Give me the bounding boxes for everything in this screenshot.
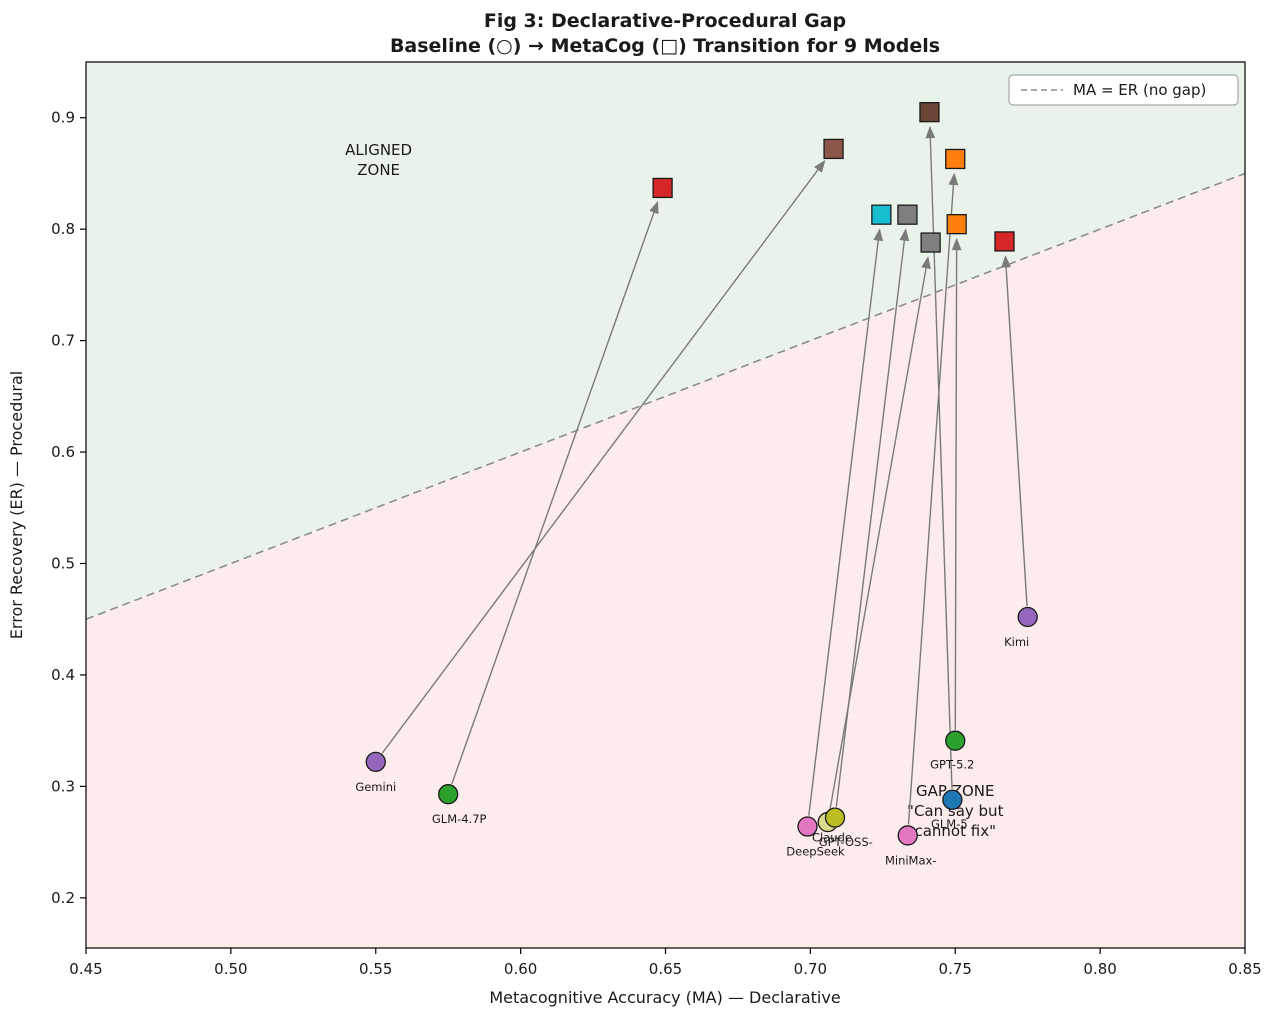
model-label-glm-5: GLM-5	[931, 817, 968, 831]
baseline-marker-gemini	[365, 751, 386, 773]
x-tick-label: 0.60	[504, 960, 537, 978]
y-tick-label: 0.5	[51, 555, 75, 573]
model-label-minimax: MiniMax-	[885, 853, 937, 867]
baseline-marker-claude	[824, 807, 846, 828]
axes-layer: 0.45 0.50 0.55 0.60 0.65 0.70 0.75 0.80 0.85 0.2 0…	[51, 61, 1262, 978]
metacog-marker-gpt-5-2	[946, 214, 967, 235]
y-tick-label: 0.3	[51, 777, 75, 795]
aligned-zone	[86, 62, 1245, 620]
gap-zone-label: cannot fix"	[914, 822, 996, 840]
transition-arrow-gpt-oss	[828, 256, 931, 812]
baseline-marker-kimi	[1017, 606, 1038, 628]
baseline-marker-glm-5	[942, 789, 963, 810]
model-label-gpt-5-2: GPT-5.2	[930, 758, 974, 772]
x-tick-label: 0.65	[649, 960, 682, 978]
x-tick-label: 0.70	[794, 960, 827, 978]
aligned-zone-label: ZONE	[357, 161, 400, 179]
chart-title-line2: Baseline (○) → MetaCog (□) Transition fo…	[390, 35, 940, 57]
baseline-marker-deepseek	[797, 816, 818, 837]
gap-zone-label: "Can say but	[907, 802, 1004, 820]
metacog-marker-glm-4-7p	[652, 177, 673, 199]
model-label-gpt-oss: GPT-OSS-	[819, 835, 873, 849]
model-label-glm-4-7p: GLM-4.7P	[432, 812, 487, 826]
model-label-deepseek: DeepSeek	[786, 845, 845, 859]
legend: MA = ER (no gap)	[1008, 74, 1239, 106]
transition-arrow-gemini	[381, 159, 826, 754]
baseline-marker-gpt-5-2	[945, 730, 966, 751]
x-tick-label: 0.75	[939, 960, 972, 978]
x-tick-label: 0.80	[1083, 960, 1116, 978]
metacog-marker-gpt-oss	[920, 232, 941, 253]
legend-box	[1008, 74, 1239, 106]
model-label-kimi: Kimi	[1004, 635, 1029, 649]
transition-arrow-glm-4-7p	[451, 200, 659, 785]
metacog-marker-kimi	[994, 231, 1015, 252]
x-tick-label: 0.85	[1228, 960, 1261, 978]
y-tick-label: 0.4	[51, 666, 75, 684]
y-tick-label: 0.6	[51, 443, 75, 461]
legend-label: MA = ER (no gap)	[1073, 81, 1206, 99]
metacog-marker-glm-5	[919, 102, 940, 123]
x-tick-label: 0.50	[214, 960, 247, 978]
model-label-claude: Claude	[812, 831, 852, 845]
y-tick-label: 0.2	[51, 889, 75, 907]
metacog-marker-minimax	[945, 148, 966, 170]
model-label-gemini: Gemini	[355, 780, 396, 794]
transition-arrow-claude	[835, 228, 910, 807]
y-tick-label: 0.7	[51, 332, 75, 350]
aligned-zone-label: ALIGNED	[345, 141, 412, 159]
transition-arrow-minimax	[907, 172, 959, 825]
baseline-marker-glm-4-7p	[438, 784, 459, 805]
y-axis-label: Error Recovery (ER) — Procedural	[7, 371, 26, 639]
transition-arrow-gpt-5-2	[951, 237, 962, 730]
transition-arrow-kimi	[1001, 255, 1028, 607]
x-axis-label: Metacognitive Accuracy (MA) — Declarativ…	[489, 988, 840, 1007]
transition-arrow-deepseek	[808, 228, 884, 816]
chart-title-line1: Fig 3: Declarative-Procedural Gap	[484, 10, 846, 32]
x-tick-label: 0.45	[69, 960, 102, 978]
baseline-marker-minimax	[897, 825, 918, 846]
no-gap-reference-line	[85, 172, 1246, 620]
reference-lines-layer	[85, 172, 1246, 620]
metacog-marker-deepseek	[871, 204, 892, 225]
y-tick-label: 0.9	[51, 109, 75, 127]
x-tick-label: 0.55	[359, 960, 392, 978]
metacog-marker-claude	[897, 204, 918, 225]
y-tick-label: 0.8	[51, 220, 75, 238]
metacog-marker-gemini	[823, 138, 844, 160]
